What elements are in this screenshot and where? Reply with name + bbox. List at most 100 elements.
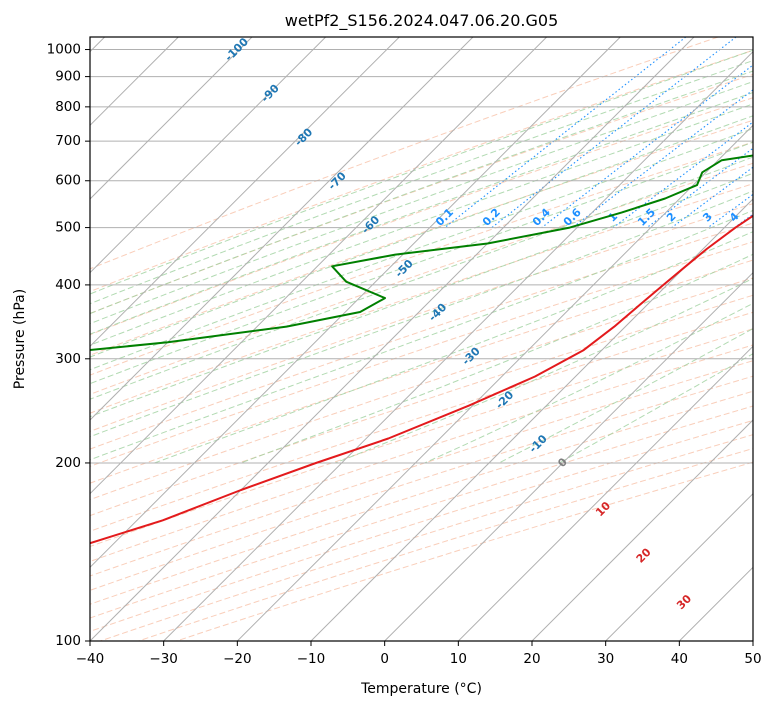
x-tick-label: 20 [523, 651, 540, 667]
y-axis-ticks: 100 200 300 400 500 600 700 800 900 1000 [47, 42, 90, 649]
moist-adiabat [90, 70, 753, 315]
mixing-ratio-line [734, 213, 753, 229]
dry-adiabat [90, 328, 753, 548]
mixing-ratio-label: 3 [700, 210, 715, 225]
y-tick-label: 300 [55, 351, 81, 367]
dry-adiabat [176, 461, 753, 641]
x-tick-label: 40 [671, 651, 688, 667]
isotherm-gridline [90, 37, 695, 641]
dry-adiabat [90, 344, 753, 562]
temperature-line [90, 214, 753, 545]
x-tick-label: −40 [76, 651, 105, 667]
moist-adiabat [154, 231, 753, 464]
dry-adiabat [90, 73, 753, 315]
dry-adiabat [100, 434, 753, 641]
dry-adiabats [90, 37, 753, 641]
isotherm-label: -10 [527, 432, 550, 455]
dry-adiabat [90, 37, 719, 270]
isotherm-gridline [236, 124, 753, 641]
moist-adiabat [90, 127, 753, 371]
y-tick-label: 400 [55, 277, 81, 293]
isotherm-label: -70 [326, 169, 349, 192]
isotherm-gridline [310, 198, 753, 641]
mixing-ratio-label: 6 [766, 210, 775, 225]
y-tick-label: 800 [55, 99, 81, 115]
dry-adiabat [90, 241, 753, 467]
dry-adiabat [90, 405, 753, 619]
mixing-ratio-label: 2 [664, 210, 679, 225]
isotherm-label: -60 [359, 213, 382, 236]
x-tick-label: 10 [450, 651, 467, 667]
isotherm-gridline [531, 419, 753, 641]
isotherm-gridline [90, 37, 400, 348]
dry-adiabat [90, 360, 753, 577]
x-axis-label: Temperature (°C) [360, 681, 482, 697]
isotherm-gridline [163, 50, 753, 641]
isotherm-label: -80 [292, 125, 315, 148]
mixing-ratio-label: 0.1 [433, 206, 456, 229]
isotherm-gridline [90, 37, 548, 495]
dry-adiabat [90, 390, 753, 605]
isotherm-gridline [90, 37, 327, 274]
plot-area: -100-90-80-70-60-50-40-30-20-10 0.1 0.2 0.… [90, 37, 775, 658]
mixing-ratio-line [491, 37, 737, 229]
dry-adiabat [90, 277, 753, 501]
mixing-ratio-lines [444, 37, 753, 229]
moist-adiabat-label: 10 [593, 499, 613, 519]
isotherm-gridline [90, 37, 253, 200]
isotherm-label: -50 [393, 257, 416, 280]
dry-adiabat [90, 294, 753, 517]
dry-adiabat [90, 141, 753, 376]
y-tick-label: 100 [55, 633, 81, 649]
moist-adiabat [424, 302, 753, 464]
dewpoint-line [90, 154, 753, 352]
dry-adiabat [90, 119, 753, 356]
moist-adiabat-label: 20 [634, 545, 654, 565]
isotherm-gridline [752, 640, 753, 641]
mixing-ratio-line [612, 121, 753, 229]
moist-adiabat [90, 141, 753, 385]
dry-adiabat [90, 311, 753, 532]
isotherm-gridline [384, 271, 753, 641]
moist-adiabat [90, 81, 753, 325]
mixing-ratio-line [541, 64, 753, 229]
moist-adiabat [498, 328, 753, 464]
isotherm-label: -30 [460, 344, 483, 367]
x-tick-label: 0 [380, 651, 389, 667]
x-axis-ticks: −40 −30 −20 −10 0 10 20 30 40 50 [76, 641, 762, 667]
dry-adiabat [90, 162, 753, 395]
dry-adiabat [90, 375, 753, 591]
moist-adiabat [90, 60, 753, 305]
dry-adiabat [90, 97, 753, 336]
mixing-ratio-line [671, 166, 753, 229]
mixing-ratio-line [444, 37, 687, 229]
moist-adiabat-label: 30 [674, 592, 694, 612]
isotherm-label: -20 [493, 388, 516, 411]
moist-adiabat [90, 190, 753, 438]
isotherm-gridline [90, 37, 474, 421]
y-axis-label: Pressure (hPa) [12, 289, 28, 389]
mixing-ratio-label: 1.5 [635, 206, 658, 229]
isotherm-gridline [457, 345, 753, 641]
dry-adiabat [90, 222, 753, 450]
x-tick-label: −10 [297, 651, 326, 667]
chart-title: wetPf2_S156.2024.047.06.20.G05 [285, 11, 559, 31]
dry-adiabat [90, 203, 753, 432]
y-tick-label: 1000 [47, 42, 81, 58]
x-tick-label: 30 [597, 651, 614, 667]
isotherm-gridline [605, 492, 753, 641]
y-tick-label: 900 [55, 69, 81, 85]
moist-adiabat-label: 40 [715, 638, 735, 658]
profile-series [90, 154, 753, 545]
y-tick-label: 200 [55, 455, 81, 471]
plot-frame [89, 36, 754, 642]
moist-adiabat [335, 277, 753, 464]
isotherm-label: -90 [259, 82, 282, 105]
isotherm-gridline [90, 37, 621, 569]
y-tick-label: 600 [55, 173, 81, 189]
dry-adiabat [90, 259, 753, 484]
dry-adiabat [90, 183, 753, 414]
x-tick-label: −20 [223, 651, 252, 667]
